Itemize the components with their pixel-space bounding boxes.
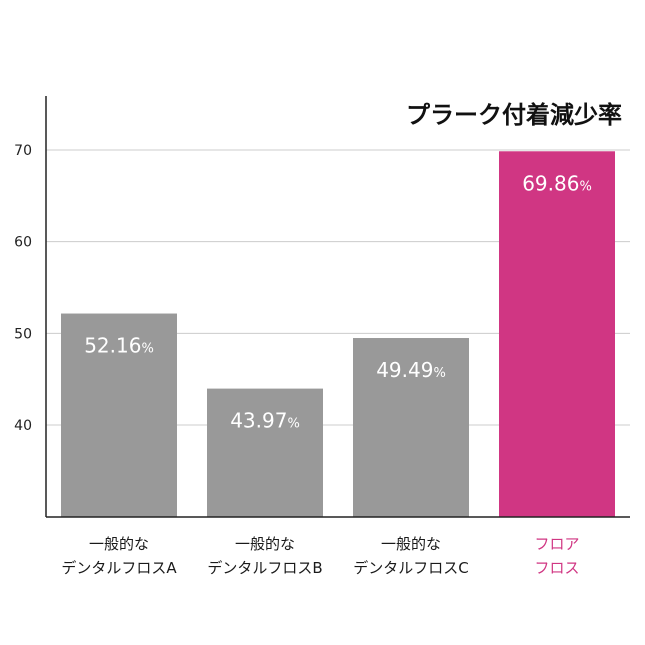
y-tick-label: 70	[14, 143, 32, 159]
data-label: 49.49%	[376, 358, 446, 382]
data-label: 43.97%	[230, 409, 300, 433]
x-tick-label: デンタルフロスA	[61, 559, 177, 577]
x-tick-label: 一般的な	[381, 535, 441, 553]
y-tick-labels: 40 50 60 70	[14, 143, 32, 434]
y-tick-label: 40	[14, 418, 32, 434]
x-tick-label: デンタルフロスC	[353, 559, 468, 577]
x-tick-label: 一般的な	[235, 535, 295, 553]
data-labels: 52.16% 43.97% 49.49% 69.86%	[84, 171, 592, 432]
x-tick-label: フロス	[534, 559, 579, 577]
y-tick-label: 50	[14, 326, 32, 342]
x-tick-label: デンタルフロスB	[207, 559, 322, 577]
x-tick-label: 一般的な	[89, 535, 149, 553]
data-label: 69.86%	[522, 171, 592, 195]
bar	[353, 338, 469, 517]
x-tick-label: フロア	[534, 535, 579, 553]
bar	[61, 313, 177, 517]
data-label: 52.16%	[84, 334, 154, 358]
bar	[207, 388, 323, 517]
bars	[61, 151, 615, 517]
bar	[499, 151, 615, 517]
chart-title: プラーク付着減少率	[406, 101, 622, 129]
y-tick-label: 60	[14, 235, 32, 251]
